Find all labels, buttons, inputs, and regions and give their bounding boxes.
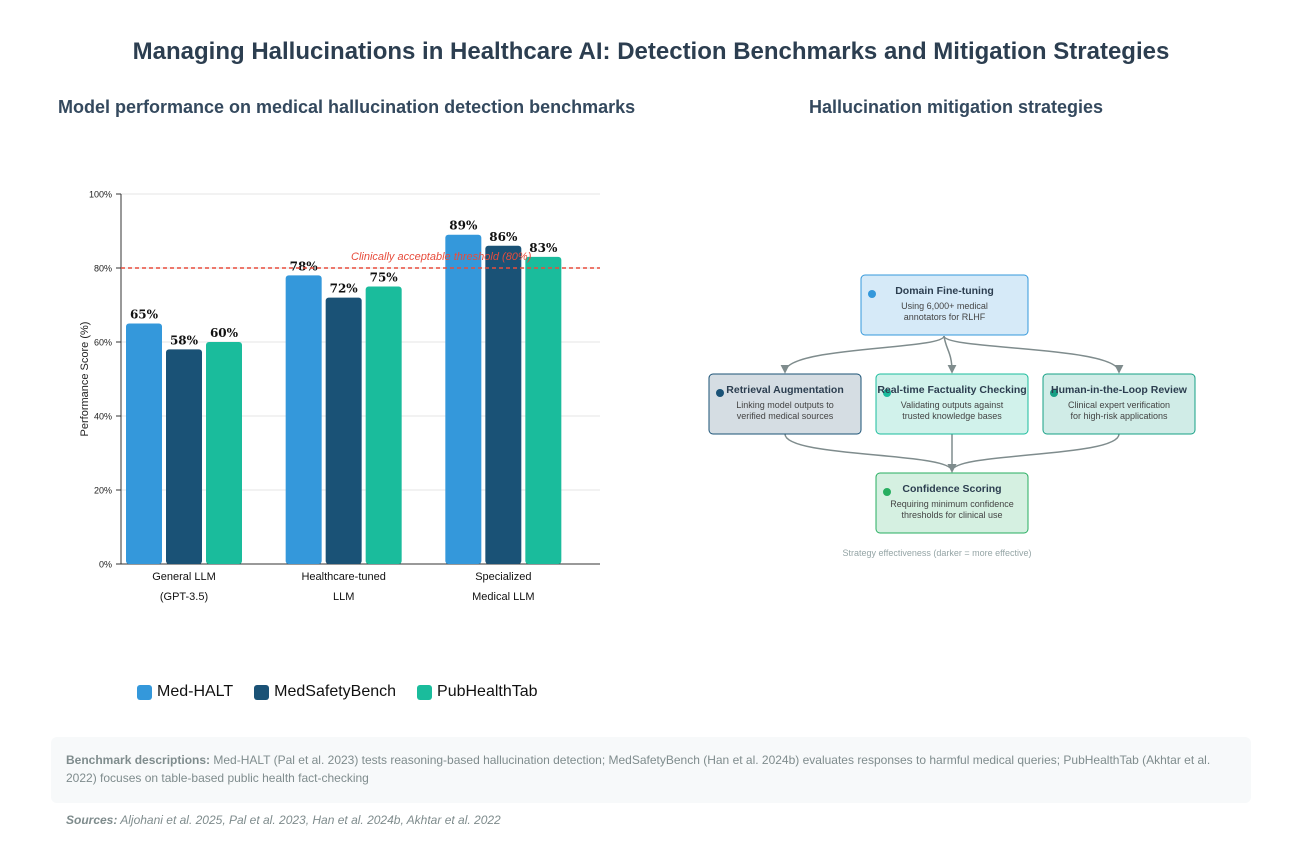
flow-arrow <box>943 335 1124 374</box>
strategy-description: annotators for RLHF <box>904 312 986 322</box>
y-tick-label: 20% <box>94 486 112 496</box>
strategy-title: Confidence Scoring <box>902 483 1001 495</box>
bar-value-label: 58% <box>170 333 199 347</box>
bar-medsafetybench <box>485 245 522 565</box>
bar-med-halt <box>445 234 482 564</box>
y-tick-label: 60% <box>94 338 112 348</box>
flow-arrow <box>943 335 957 374</box>
x-tick-label: General LLM <box>152 571 216 583</box>
strategy-marker-dot <box>1050 389 1058 397</box>
strategy-box <box>875 472 1029 534</box>
bar-value-label: 75% <box>370 271 399 285</box>
bar-medsafetybench <box>325 297 362 564</box>
legend-item: Med-HALT <box>137 683 233 701</box>
y-axis-label: Performance Score (%) <box>79 322 91 437</box>
sources-text: Aljohani et al. 2025, Pal et al. 2023, H… <box>117 813 501 827</box>
strategy-title: Real-time Factuality Checking <box>877 384 1026 396</box>
strategy-title: Human-in-the-Loop Review <box>1051 384 1188 396</box>
legend-swatch <box>254 684 270 700</box>
x-tick-label: Healthcare-tuned <box>301 571 385 583</box>
chart-legend: Med-HALT MedSafetyBench PubHealthTab <box>137 683 559 701</box>
bar-chart: 0%20%40%60%80%100%Performance Score (%)6… <box>79 190 600 603</box>
strategy-marker-dot <box>716 389 724 397</box>
strategy-box <box>1042 373 1196 435</box>
legend-swatch <box>137 684 152 700</box>
strategy-title: Domain Fine-tuning <box>895 285 994 297</box>
descriptions-label: Benchmark descriptions: <box>66 753 211 767</box>
strategy-description: verified medical sources <box>737 411 834 421</box>
strategy-node-human-loop: Human-in-the-Loop Review Clinical expert … <box>1042 373 1196 435</box>
bar-med-halt <box>285 275 322 564</box>
bar-medsafetybench <box>166 349 202 564</box>
bar-value-label: 72% <box>330 282 359 296</box>
benchmark-descriptions-box: Benchmark descriptions: Med-HALT (Pal et… <box>51 737 1251 803</box>
x-tick-label: LLM <box>333 591 354 603</box>
legend-label: PubHealthTab <box>437 683 538 700</box>
legend-item: MedSafetyBench <box>254 683 396 701</box>
bar-value-label: 86% <box>489 230 518 244</box>
strategy-description: Validating outputs against <box>901 400 1004 410</box>
strategy-description: trusted knowledge bases <box>902 411 1002 421</box>
x-tick-label: Medical LLM <box>472 591 534 603</box>
bar-value-label: 78% <box>290 259 319 273</box>
flow-arrow <box>947 433 1120 473</box>
page-title: Managing Hallucinations in Healthcare AI… <box>132 38 1170 65</box>
strategy-description: Clinical expert verification <box>1068 400 1170 410</box>
legend-label: Med-HALT <box>157 683 234 700</box>
strategy-description: thresholds for clinical use <box>901 510 1002 520</box>
bar-pubhealthtab <box>525 256 562 564</box>
bar-value-label: 65% <box>130 308 159 322</box>
threshold-label: Clinically acceptable threshold (80%) <box>351 251 532 263</box>
strategy-title: Retrieval Augmentation <box>726 384 843 396</box>
bar-pubhealthtab <box>365 286 402 564</box>
legend-swatch <box>417 684 433 700</box>
strategy-box <box>875 373 1029 435</box>
y-tick-label: 40% <box>94 412 112 422</box>
y-tick-label: 0% <box>99 560 112 570</box>
strategy-description: Linking model outputs to <box>736 400 834 410</box>
strategy-marker-dot <box>883 389 891 397</box>
strategy-description: Using 6,000+ medical <box>901 301 988 311</box>
strategy-marker-dot <box>883 488 891 496</box>
bar-value-label: 60% <box>210 326 239 340</box>
sources-label: Sources: <box>66 813 118 827</box>
strategy-box <box>860 274 1029 336</box>
diagram-panel-title: Hallucination mitigation strategies <box>809 97 1104 117</box>
y-tick-label: 100% <box>89 190 112 200</box>
chart-panel-title: Model performance on medical hallucinati… <box>58 97 636 117</box>
mitigation-flow-diagram: Domain Fine-tuning Using 6,000+ medicalan… <box>708 274 1196 558</box>
sources-line: Sources: Aljohani et al. 2025, Pal et al… <box>66 813 501 827</box>
x-tick-label: Specialized <box>475 571 531 583</box>
bar-med-halt <box>126 323 162 564</box>
strategy-marker-dot <box>868 290 876 298</box>
x-tick-label: (GPT-3.5) <box>160 591 208 603</box>
bar-value-label: 83% <box>529 241 558 255</box>
flow-arrow <box>780 335 945 374</box>
bar-pubhealthtab <box>206 342 242 564</box>
strategy-node-factuality: Real-time Factuality Checking Validating … <box>875 373 1029 435</box>
strategy-node-confidence: Confidence Scoring Requiring minimum conf… <box>875 472 1029 534</box>
strategy-description: Requiring minimum confidence <box>890 499 1014 509</box>
strategy-node-fine-tuning: Domain Fine-tuning Using 6,000+ medicalan… <box>860 274 1029 336</box>
diagram-note: Strategy effectiveness (darker = more ef… <box>842 548 1031 558</box>
y-tick-label: 80% <box>94 264 112 274</box>
strategy-box <box>708 373 862 435</box>
strategy-node-retrieval: Retrieval Augmentation Linking model outp… <box>708 373 862 435</box>
legend-item: PubHealthTab <box>417 683 538 701</box>
strategy-description: for high-risk applications <box>1070 411 1168 421</box>
bar-value-label: 89% <box>449 219 478 233</box>
descriptions-text: Med-HALT (Pal et al. 2023) tests reasoni… <box>66 753 1211 785</box>
flow-arrow <box>784 433 957 473</box>
legend-label: MedSafetyBench <box>274 683 397 700</box>
